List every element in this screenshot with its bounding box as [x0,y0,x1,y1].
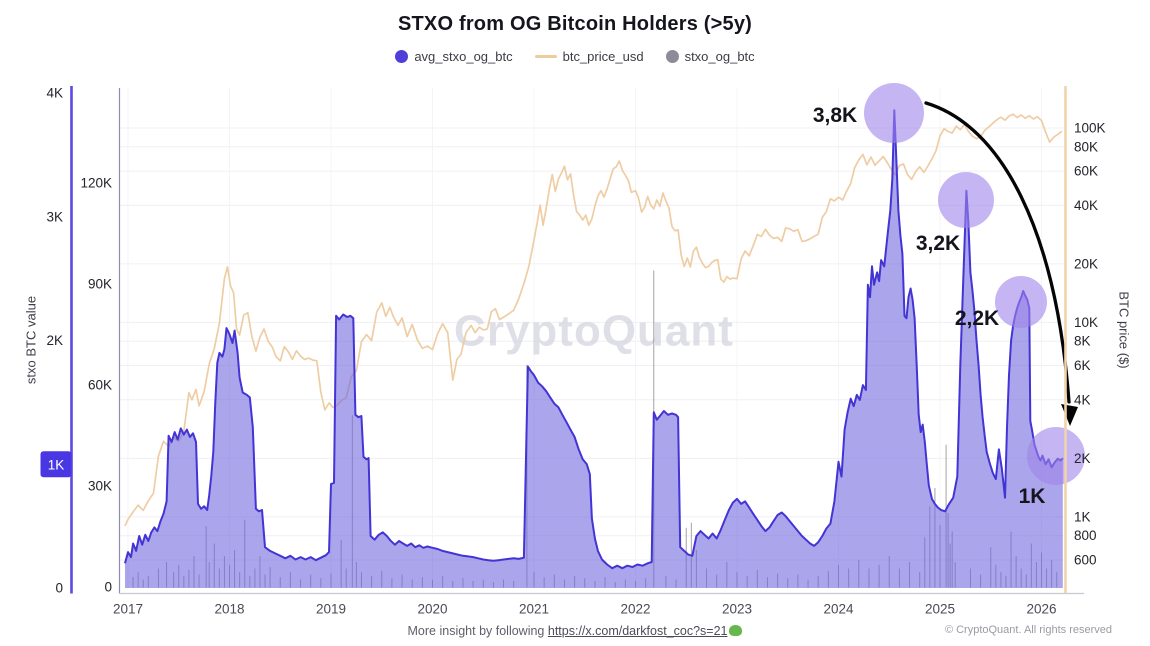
svg-text:600: 600 [1074,553,1097,568]
highlight-circle [1027,427,1085,485]
annotation-label: 3,8K [813,104,857,127]
legend-label: stxo_og_btc [684,49,755,64]
legend: avg_stxo_og_btc btc_price_usd stxo_og_bt… [0,49,1150,64]
svg-text:2018: 2018 [214,602,244,617]
series-avg-stxo-outline [124,109,1064,570]
svg-text:2K: 2K [46,333,63,348]
svg-text:2025: 2025 [925,602,955,617]
svg-text:20K: 20K [1074,256,1098,271]
svg-text:1K: 1K [48,457,65,472]
highlight-circle [864,83,924,143]
svg-text:2022: 2022 [620,602,650,617]
left-axis-title: stxo BTC value [24,296,39,384]
copyright: © CryptoQuant. All rights reserved [944,624,1112,636]
annotation-label: 2,2K [955,307,999,330]
svg-text:30K: 30K [88,479,112,494]
svg-text:80K: 80K [1074,139,1098,154]
tick-labels: 0 2K 3K 4K 0 30K 60K 90K 120K 600 800 1K 2K 4K 6K 8K 10K… [40,86,1106,617]
svg-text:2021: 2021 [519,602,549,617]
highlight-circle [938,172,994,228]
series-btc-price-line [124,113,1063,527]
annotation-label: 3,2K [916,232,960,255]
footer-note: More insight by following https://x.com/… [0,624,1150,638]
svg-text:8K: 8K [1074,334,1091,349]
svg-text:3K: 3K [46,209,63,224]
series-dot-icon [665,50,679,63]
series-avg-stxo-area [125,110,1063,589]
footer-link[interactable]: https://x.com/darkfost_coc?s=21 [547,624,728,638]
annotation-circles [864,83,1085,485]
footer-text: More insight by following [407,624,548,638]
highlight-circle [995,276,1047,328]
series-line-icon [534,55,557,58]
svg-text:2026: 2026 [1026,602,1056,617]
svg-text:2023: 2023 [722,602,752,617]
legend-item-avg-stxo-og-btc[interactable]: avg_stxo_og_btc [395,49,513,64]
svg-text:2017: 2017 [113,602,143,617]
svg-text:10K: 10K [1074,315,1098,330]
svg-text:40K: 40K [1074,198,1098,213]
svg-text:60K: 60K [1074,164,1098,179]
svg-text:60K: 60K [88,378,112,393]
svg-text:0: 0 [55,581,63,596]
svg-text:1K: 1K [1074,509,1091,524]
series-dot-icon [395,50,409,63]
svg-text:4K: 4K [46,86,63,101]
axes [70,86,1084,595]
trend-arrow-head [1061,404,1078,426]
trend-arrow [924,101,1071,404]
svg-text:2K: 2K [1074,451,1091,466]
svg-text:120K: 120K [80,176,112,191]
svg-text:90K: 90K [88,277,112,292]
svg-text:2024: 2024 [823,602,854,617]
svg-text:2020: 2020 [417,602,447,617]
legend-label: avg_stxo_og_btc [414,49,513,64]
axis-badge [40,451,72,478]
annotation-label: 1K [1019,485,1046,508]
svg-text:800: 800 [1074,528,1097,543]
svg-text:0: 0 [104,580,112,595]
frog-emoji-icon [729,625,743,636]
svg-text:100K: 100K [1074,120,1106,135]
page-title: STXO from OG Bitcoin Holders (>5y) [397,13,753,35]
legend-label: btc_price_usd [562,49,644,64]
legend-item-btc-price-usd[interactable]: btc_price_usd [534,49,644,64]
svg-text:4K: 4K [1074,392,1091,407]
legend-item-stxo-og-btc[interactable]: stxo_og_btc [665,49,755,64]
svg-text:2019: 2019 [316,602,346,617]
svg-text:6K: 6K [1074,358,1091,373]
watermark: CryptoQuant [454,307,734,356]
right-axis-title: BTC price ($) [1117,291,1132,368]
